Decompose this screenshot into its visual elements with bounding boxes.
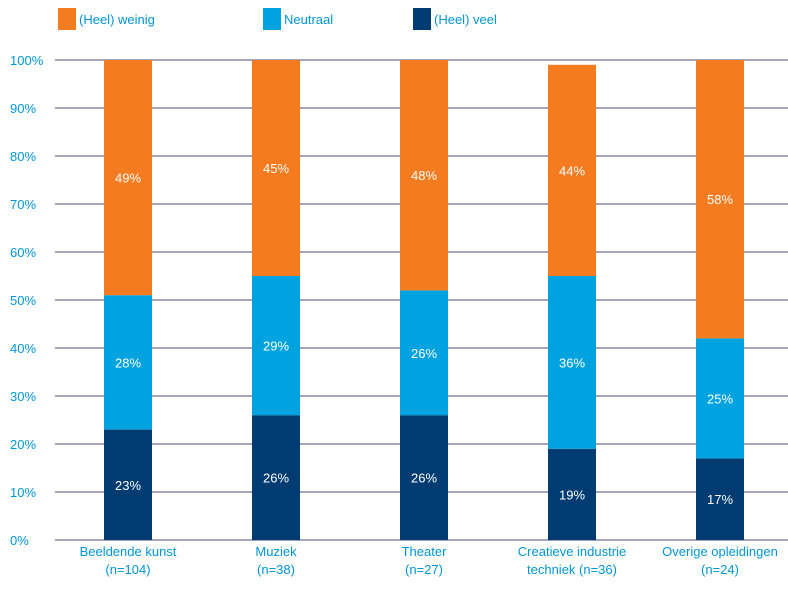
data-label-neutraal: 36%: [559, 355, 585, 370]
y-tick-label: 70%: [10, 197, 36, 212]
data-label-veel: 19%: [559, 487, 585, 502]
y-tick-label: 10%: [10, 485, 36, 500]
x-tick-label: Muziek: [255, 544, 297, 559]
data-label-veel: 17%: [707, 492, 733, 507]
y-tick-label: 100%: [10, 53, 44, 68]
y-tick-label: 50%: [10, 293, 36, 308]
data-label-veel: 26%: [411, 471, 437, 486]
data-label-veel: 26%: [263, 471, 289, 486]
data-label-neutraal: 28%: [115, 355, 141, 370]
y-tick-label: 80%: [10, 149, 36, 164]
legend-swatch-veel: [413, 8, 431, 30]
data-label-neutraal: 29%: [263, 339, 289, 354]
y-tick-label: 20%: [10, 437, 36, 452]
y-tick-label: 30%: [10, 389, 36, 404]
x-tick-label: techniek (n=36): [527, 562, 617, 577]
x-tick-label: (n=24): [701, 562, 739, 577]
x-tick-label: Theater: [402, 544, 447, 559]
x-tick-label: Creatieve industrie: [518, 544, 626, 559]
y-tick-label: 0%: [10, 533, 29, 548]
y-tick-label: 90%: [10, 101, 36, 116]
x-tick-label: (n=38): [257, 562, 295, 577]
legend-swatch-weinig: [58, 8, 76, 30]
y-tick-label: 40%: [10, 341, 36, 356]
data-label-weinig: 44%: [559, 163, 585, 178]
y-tick-label: 60%: [10, 245, 36, 260]
data-label-weinig: 48%: [411, 168, 437, 183]
legend-label-weinig: (Heel) weinig: [79, 12, 155, 27]
data-label-weinig: 45%: [263, 161, 289, 176]
legend-label-veel: (Heel) veel: [434, 12, 497, 27]
data-label-neutraal: 26%: [411, 346, 437, 361]
x-tick-label: (n=27): [405, 562, 443, 577]
data-label-veel: 23%: [115, 478, 141, 493]
data-label-weinig: 49%: [115, 171, 141, 186]
data-label-weinig: 58%: [707, 192, 733, 207]
x-tick-label: Beeldende kunst: [80, 544, 177, 559]
x-tick-label: Overige opleidingen: [662, 544, 778, 559]
legend-label-neutraal: Neutraal: [284, 12, 333, 27]
legend-swatch-neutraal: [263, 8, 281, 30]
data-label-neutraal: 25%: [707, 391, 733, 406]
x-tick-label: (n=104): [105, 562, 150, 577]
